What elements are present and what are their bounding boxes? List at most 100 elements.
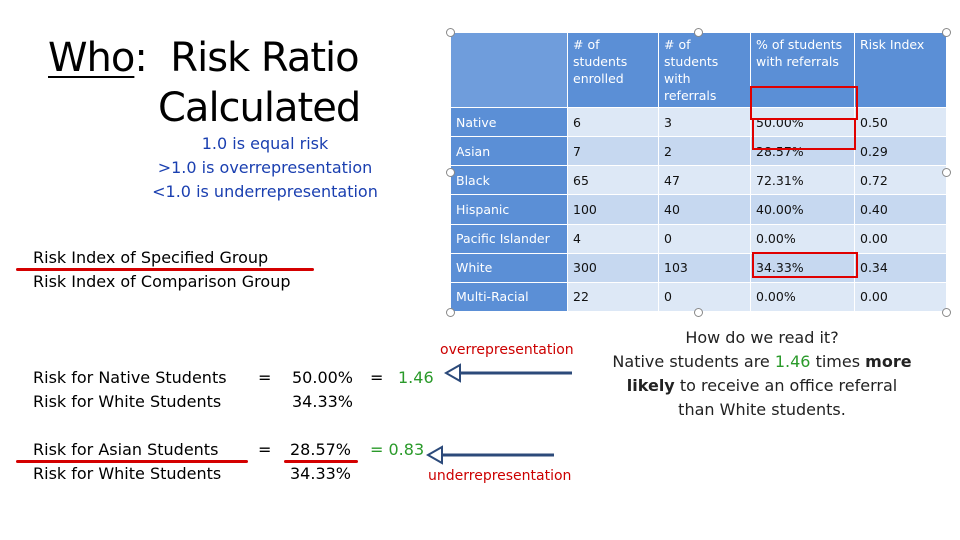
title-who: Who (48, 35, 135, 81)
white-percent-value: 34.33% (292, 392, 354, 411)
how-part2: times (810, 352, 861, 371)
header-enrolled: # of students enrolled (567, 32, 659, 108)
cell-group: Pacific Islander (450, 223, 568, 254)
calc-native-result-eq: = (370, 368, 384, 387)
cell-risk: 0.34 (854, 252, 947, 283)
table-row: Black 65 47 72.31% 0.72 (450, 165, 947, 196)
asian-fraction-line (16, 460, 248, 463)
resize-handle-tr[interactable] (942, 28, 951, 37)
how-question: How do we read it? (685, 328, 839, 347)
underrepresentation-label: underrepresentation (428, 468, 572, 484)
asian-percent-value: 28.57% (290, 440, 352, 459)
cell-risk: 0.72 (854, 165, 947, 196)
resize-handle-bl[interactable] (446, 308, 455, 317)
table-row: Hispanic 100 40 40.00% 0.40 (450, 194, 947, 225)
cell-percent: 0.00% (750, 223, 855, 254)
header-referrals: # of students with referrals (658, 32, 751, 108)
cell-enrolled: 4 (567, 223, 659, 254)
highlight-native-percent (750, 86, 858, 120)
risk-table[interactable]: # of students enrolled # of students wit… (446, 28, 951, 317)
header-risk-index: Risk Index (854, 32, 947, 108)
arrow-left-icon (426, 445, 554, 465)
calc-native-labels: Risk for Native Students Risk for White … (33, 366, 227, 414)
resize-handle-ml[interactable] (446, 168, 455, 177)
resize-handle-br[interactable] (942, 308, 951, 317)
header-percent: % of students with referrals (750, 32, 855, 108)
note-equal: 1.0 is equal risk (201, 134, 329, 153)
cell-enrolled: 65 (567, 165, 659, 196)
ratio-fraction-line (16, 268, 314, 271)
how-to-read: How do we read it? Native students are 1… (612, 326, 912, 422)
title-calculated: Calculated (158, 85, 361, 131)
cell-group: Asian (450, 136, 568, 167)
how-part1: Native students are (612, 352, 775, 371)
cell-group: White (450, 252, 568, 283)
risk-data-table: # of students enrolled # of students wit… (450, 32, 947, 313)
calc-asian-labels: Risk for Asian Students Risk for White S… (33, 438, 221, 486)
how-bold: more likely (626, 352, 912, 395)
native-risk-label: Risk for Native Students (33, 368, 227, 387)
how-explanation: Native students are 1.46 times more like… (612, 350, 912, 422)
cell-referrals: 0 (658, 223, 751, 254)
cell-risk: 0.29 (854, 136, 947, 167)
title-risk-ratio: Risk Ratio (146, 35, 359, 81)
cell-percent: 72.31% (750, 165, 855, 196)
resize-handle-tl[interactable] (446, 28, 455, 37)
how-value: 1.46 (774, 352, 811, 371)
how-part3: to receive an office referral than White… (674, 376, 898, 419)
cell-percent: 0.00% (750, 281, 855, 313)
white-risk-label-2: Risk for White Students (33, 464, 222, 483)
table-row: White 300 103 34.33% 0.34 (450, 252, 947, 283)
cell-enrolled: 22 (567, 281, 659, 313)
cell-group: Native (450, 106, 568, 138)
calc-asian-result: = 0.83 (370, 438, 424, 462)
resize-handle-bm[interactable] (694, 308, 703, 317)
ratio-definition: Risk Index of Specified Group Risk Index… (33, 246, 290, 294)
cell-enrolled: 7 (567, 136, 659, 167)
table-row: Asian 7 2 28.57% 0.29 (450, 136, 947, 167)
note-over: >1.0 is overrepresentation (157, 158, 373, 177)
calc-asian-eq: = (258, 440, 272, 459)
calc-native-result: 1.46 (398, 368, 434, 387)
resize-handle-tm[interactable] (694, 28, 703, 37)
cell-enrolled: 100 (567, 194, 659, 225)
table-row: Native 6 3 50.00% 0.50 (450, 106, 947, 138)
cell-percent: 28.57% (750, 136, 855, 167)
note-under: <1.0 is underrepresentation (152, 182, 378, 201)
cell-risk: 0.00 (854, 223, 947, 254)
white-percent-value-2: 34.33% (290, 464, 352, 483)
cell-referrals: 3 (658, 106, 751, 138)
resize-handle-mr[interactable] (942, 168, 951, 177)
overrepresentation-label: overrepresentation (440, 342, 574, 358)
cell-referrals: 0 (658, 281, 751, 313)
cell-risk: 0.00 (854, 281, 947, 313)
slide-title: Who: Risk Ratio Calculated (48, 35, 361, 130)
cell-percent: 40.00% (750, 194, 855, 225)
header-group (450, 32, 568, 108)
asian-values-line (284, 460, 358, 463)
asian-risk-label: Risk for Asian Students (33, 440, 219, 459)
risk-notes: 1.0 is equal risk >1.0 is overrepresenta… (120, 132, 410, 204)
title-colon: : (134, 35, 148, 81)
cell-referrals: 47 (658, 165, 751, 196)
cell-risk: 0.50 (854, 106, 947, 138)
calc-native-eq: = (258, 368, 272, 387)
highlight-asian-percent (752, 118, 856, 150)
ratio-numerator: Risk Index of Specified Group (33, 248, 269, 267)
table-header-row: # of students enrolled # of students wit… (450, 32, 947, 108)
cell-referrals: 2 (658, 136, 751, 167)
cell-risk: 0.40 (854, 194, 947, 225)
native-percent-value: 50.00% (292, 368, 354, 387)
asian-result-value: = 0.83 (370, 440, 425, 459)
cell-referrals: 40 (658, 194, 751, 225)
cell-referrals: 103 (658, 252, 751, 283)
table-row: Pacific Islander 4 0 0.00% 0.00 (450, 223, 947, 254)
ratio-denominator: Risk Index of Comparison Group (33, 272, 291, 291)
calc-native-values: 50.00% 34.33% (292, 366, 353, 414)
cell-group: Black (450, 165, 568, 196)
table-row: Multi-Racial 22 0 0.00% 0.00 (450, 281, 947, 313)
calc-asian-values: 28.57% 34.33% (290, 438, 351, 486)
highlight-white-percent (752, 252, 858, 278)
white-risk-label: Risk for White Students (33, 392, 222, 411)
cell-enrolled: 300 (567, 252, 659, 283)
